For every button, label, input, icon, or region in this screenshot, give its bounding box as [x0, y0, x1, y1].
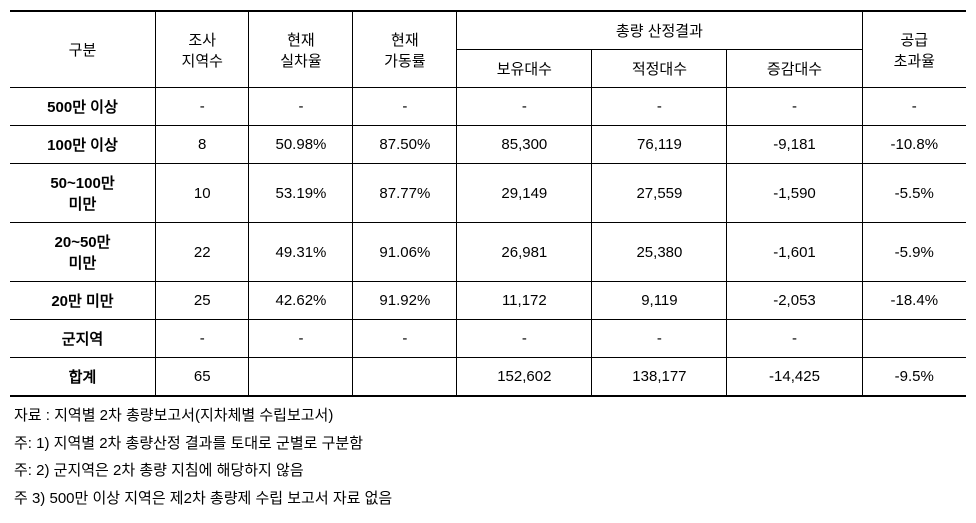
- header-total-result: 총량 산정결과: [457, 11, 862, 50]
- table-row: 군지역------: [10, 320, 966, 358]
- cell-occupancy: 42.62%: [249, 282, 353, 320]
- cell-supply: -5.5%: [862, 164, 966, 223]
- cell-proper: 9,119: [592, 282, 727, 320]
- cell-change: -9,181: [727, 126, 862, 164]
- cell-category: 20~50만미만: [10, 223, 155, 282]
- cell-regions: -: [155, 320, 249, 358]
- cell-supply: -9.5%: [862, 358, 966, 397]
- cell-operation: 87.50%: [353, 126, 457, 164]
- footnote-line: 자료 : 지역별 2차 총량보고서(지차체별 수립보고서): [10, 403, 966, 429]
- header-survey-regions: 조사지역수: [155, 11, 249, 88]
- table-row: 50~100만미만1053.19%87.77%29,14927,559-1,59…: [10, 164, 966, 223]
- header-owned-count: 보유대수: [457, 50, 592, 88]
- cell-regions: 22: [155, 223, 249, 282]
- cell-occupancy: -: [249, 88, 353, 126]
- cell-regions: 65: [155, 358, 249, 397]
- cell-proper: 27,559: [592, 164, 727, 223]
- footnote-line: 주 3) 500만 이상 지역은 제2차 총량제 수립 보고서 자료 없음: [10, 486, 966, 512]
- cell-occupancy: 49.31%: [249, 223, 353, 282]
- cell-regions: 8: [155, 126, 249, 164]
- table-row: 20~50만미만2249.31%91.06%26,98125,380-1,601…: [10, 223, 966, 282]
- cell-change: -: [727, 320, 862, 358]
- cell-category: 합계: [10, 358, 155, 397]
- cell-regions: 25: [155, 282, 249, 320]
- cell-operation: -: [353, 88, 457, 126]
- cell-supply: -5.9%: [862, 223, 966, 282]
- table-row: 합계65 152,602138,177-14,425-9.5%: [10, 358, 966, 397]
- cell-supply: [862, 320, 966, 358]
- footnotes-section: 자료 : 지역별 2차 총량보고서(지차체별 수립보고서)주: 1) 지역별 2…: [10, 403, 966, 511]
- cell-category: 20만 미만: [10, 282, 155, 320]
- footnote-line: 주: 2) 군지역은 2차 총량 지침에 해당하지 않음: [10, 458, 966, 484]
- cell-owned: -: [457, 320, 592, 358]
- cell-occupancy: [249, 358, 353, 397]
- cell-owned: 26,981: [457, 223, 592, 282]
- cell-supply: -10.8%: [862, 126, 966, 164]
- cell-operation: 91.92%: [353, 282, 457, 320]
- cell-owned: 29,149: [457, 164, 592, 223]
- cell-owned: 152,602: [457, 358, 592, 397]
- cell-supply: -: [862, 88, 966, 126]
- cell-operation: [353, 358, 457, 397]
- cell-owned: 11,172: [457, 282, 592, 320]
- cell-operation: 87.77%: [353, 164, 457, 223]
- cell-change: -: [727, 88, 862, 126]
- cell-category: 50~100만미만: [10, 164, 155, 223]
- footnote-line: 주: 1) 지역별 2차 총량산정 결과를 토대로 군별로 구분함: [10, 431, 966, 457]
- cell-occupancy: 53.19%: [249, 164, 353, 223]
- cell-occupancy: 50.98%: [249, 126, 353, 164]
- header-proper-count: 적정대수: [592, 50, 727, 88]
- cell-category: 100만 이상: [10, 126, 155, 164]
- cell-regions: -: [155, 88, 249, 126]
- cell-category: 500만 이상: [10, 88, 155, 126]
- table-header: 구분 조사지역수 현재실차율 현재가동률 총량 산정결과 공급초과율 보유대수 …: [10, 11, 966, 88]
- cell-supply: -18.4%: [862, 282, 966, 320]
- header-supply-excess: 공급초과율: [862, 11, 966, 88]
- cell-proper: 25,380: [592, 223, 727, 282]
- cell-category: 군지역: [10, 320, 155, 358]
- header-category: 구분: [10, 11, 155, 88]
- cell-proper: -: [592, 88, 727, 126]
- cell-regions: 10: [155, 164, 249, 223]
- table-body: 500만 이상-------100만 이상850.98%87.50%85,300…: [10, 88, 966, 397]
- table-row: 100만 이상850.98%87.50%85,30076,119-9,181-1…: [10, 126, 966, 164]
- cell-proper: -: [592, 320, 727, 358]
- header-current-occupancy: 현재실차율: [249, 11, 353, 88]
- cell-operation: -: [353, 320, 457, 358]
- cell-change: -2,053: [727, 282, 862, 320]
- cell-proper: 76,119: [592, 126, 727, 164]
- cell-change: -14,425: [727, 358, 862, 397]
- table-row: 500만 이상-------: [10, 88, 966, 126]
- cell-change: -1,601: [727, 223, 862, 282]
- header-current-operation: 현재가동률: [353, 11, 457, 88]
- cell-owned: -: [457, 88, 592, 126]
- header-change-count: 증감대수: [727, 50, 862, 88]
- cell-owned: 85,300: [457, 126, 592, 164]
- cell-proper: 138,177: [592, 358, 727, 397]
- table-row: 20만 미만2542.62%91.92%11,1729,119-2,053-18…: [10, 282, 966, 320]
- cell-operation: 91.06%: [353, 223, 457, 282]
- cell-change: -1,590: [727, 164, 862, 223]
- cell-occupancy: -: [249, 320, 353, 358]
- data-table: 구분 조사지역수 현재실차율 현재가동률 총량 산정결과 공급초과율 보유대수 …: [10, 10, 966, 397]
